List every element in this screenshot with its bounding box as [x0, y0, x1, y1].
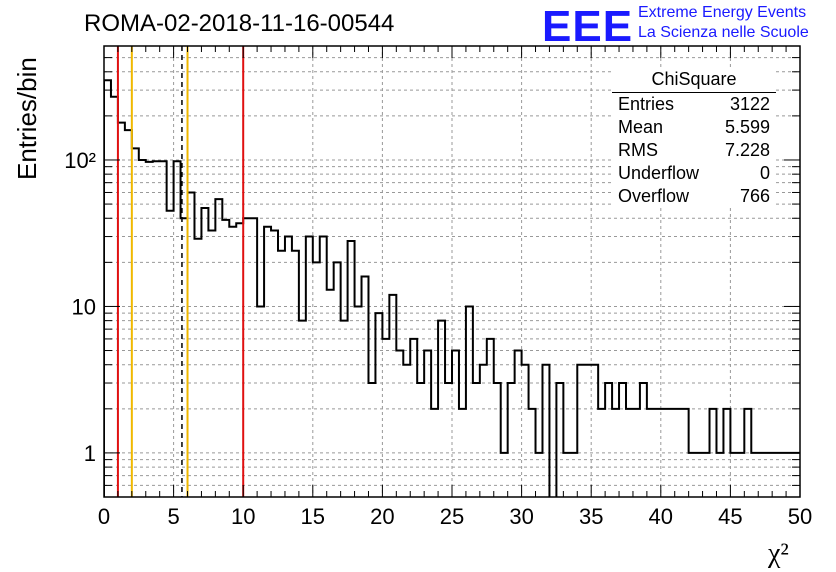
stats-box: ChiSquare Entries 3122 Mean 5.599 RMS 7.228…	[612, 68, 776, 208]
x-tick-label: 25	[440, 504, 464, 529]
stats-label: Mean	[618, 117, 664, 137]
histogram-series	[104, 79, 800, 497]
y-tick-label: 1	[84, 441, 96, 466]
stats-label: Entries	[618, 94, 675, 114]
stats-label: RMS	[618, 140, 658, 160]
x-tick-label: 0	[98, 504, 110, 529]
stats-row-overflow: Overflow 766	[612, 185, 776, 208]
stats-value: 3122	[729, 94, 770, 114]
logo-subtitle-2: La Scienza nelle Scuole	[638, 24, 809, 41]
logo-subtitle-1: Extreme Energy Events	[638, 4, 807, 21]
x-axis-label: χ²	[768, 538, 789, 569]
stats-value: 5.599	[724, 117, 770, 137]
stats-label: Underflow	[618, 163, 700, 183]
x-tick-label: 35	[579, 504, 603, 529]
x-tick-label: 15	[301, 504, 325, 529]
x-tick-label: 50	[788, 504, 812, 529]
stats-row-entries: Entries 3122	[612, 93, 776, 116]
x-tick-label: 40	[649, 504, 673, 529]
x-tick-label: 30	[509, 504, 533, 529]
y-tick-label: 10	[72, 294, 96, 319]
eee-logo: EEE	[542, 2, 634, 51]
stats-value: 0	[759, 163, 770, 183]
stats-box-title: ChiSquare	[612, 68, 776, 93]
stats-value: 7.228	[724, 140, 770, 160]
stats-row-underflow: Underflow 0	[612, 162, 776, 185]
y-tick-label: 10²	[64, 148, 96, 173]
stats-label: Overflow	[618, 186, 690, 206]
stats-row-mean: Mean 5.599	[612, 116, 776, 139]
stats-value: 766	[739, 186, 770, 206]
x-tick-label: 10	[231, 504, 255, 529]
run-title: ROMA-02-2018-11-16-00544	[84, 10, 395, 37]
stats-row-rms: RMS 7.228	[612, 139, 776, 162]
x-tick-label: 20	[370, 504, 394, 529]
x-tick-label: 45	[718, 504, 742, 529]
x-tick-label: 5	[167, 504, 179, 529]
